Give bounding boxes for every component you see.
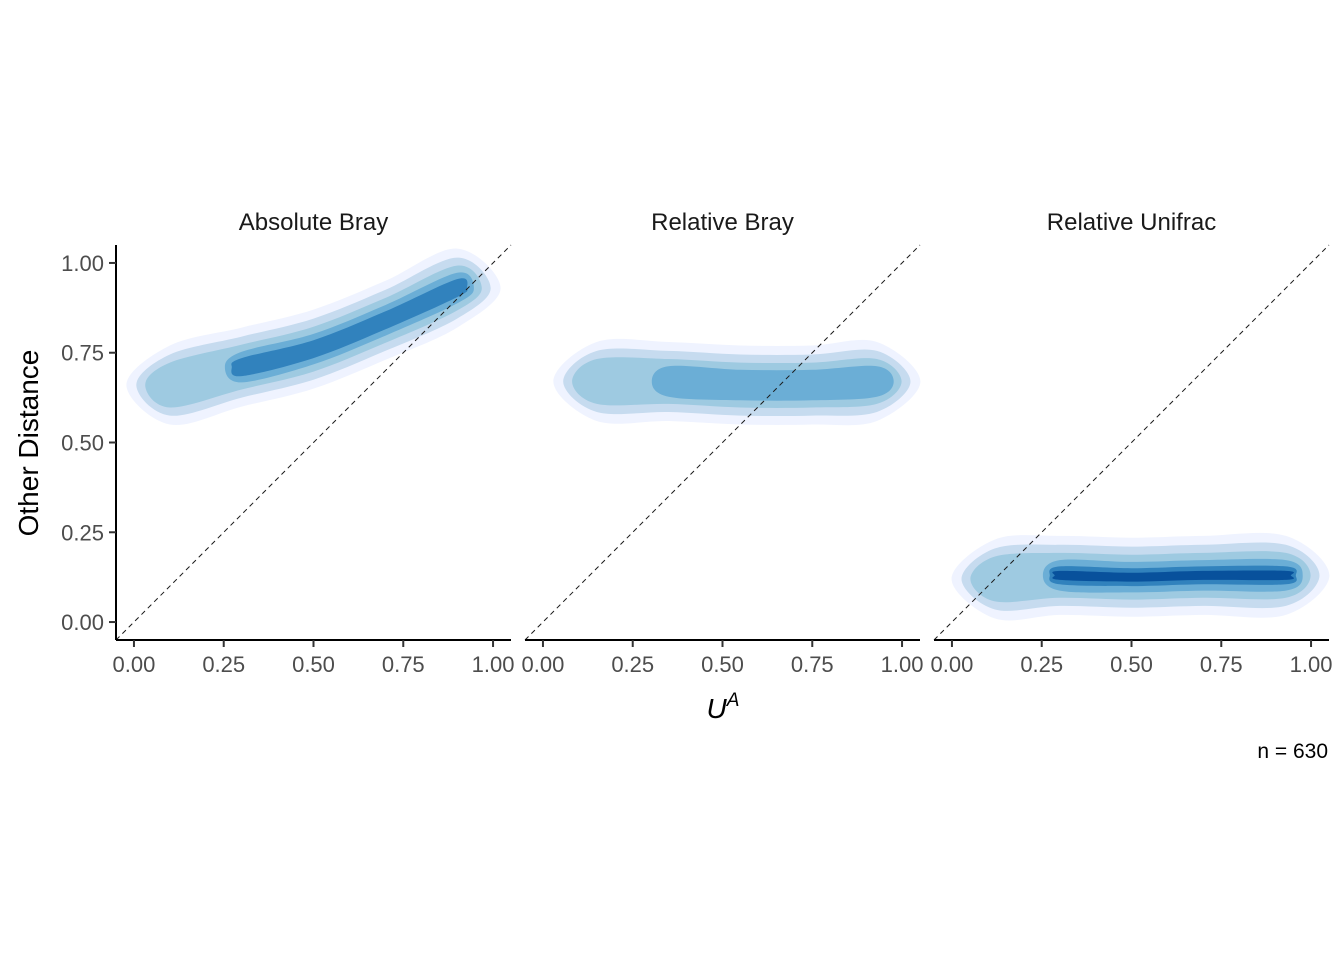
y-tick-label: 1.00 (61, 251, 104, 276)
x-tick-label: 0.50 (701, 652, 744, 677)
panel-title: Relative Bray (651, 209, 794, 236)
panels-layer: Absolute Bray 0.00 0.25 0.50 0.75 1.00 0.00 0.2… (61, 209, 1332, 677)
x-tick-label: 0.50 (292, 652, 335, 677)
x-tick-label: 0.00 (522, 652, 565, 677)
identity-line (524, 244, 921, 641)
y-tick-label: 0.25 (61, 520, 104, 545)
density-band (231, 278, 468, 377)
panel-title: Absolute Bray (239, 209, 388, 236)
x-tick-label: 1.00 (1290, 652, 1333, 677)
panel-2: Relative Bray 0.00 0.25 0.50 0.75 1.00 (522, 209, 924, 677)
density-band (651, 365, 894, 401)
y-tick-label: 0.50 (61, 431, 104, 456)
x-tick-label: 1.00 (881, 652, 924, 677)
x-axis-title-main: U (707, 693, 728, 724)
x-tick-label: 0.75 (791, 652, 834, 677)
x-axis-title-superscript: A (726, 690, 740, 711)
identity-line (115, 244, 512, 641)
x-tick-label: 0.00 (931, 652, 974, 677)
x-tick-label: 0.25 (1020, 652, 1063, 677)
y-tick-label: 0.00 (61, 610, 104, 635)
y-tick-label: 0.75 (61, 341, 104, 366)
x-tick-label: 0.75 (1200, 652, 1243, 677)
x-tick-label: 1.00 (472, 652, 515, 677)
x-tick-label: 0.25 (611, 652, 654, 677)
x-tick-label: 0.50 (1110, 652, 1153, 677)
x-axis-title: UA (707, 690, 740, 724)
identity-line (933, 244, 1330, 641)
panel-3: Relative Unifrac 0.00 0.25 0.50 0.75 1.00 (931, 209, 1333, 677)
x-tick-label: 0.25 (202, 652, 245, 677)
panel-title: Relative Unifrac (1047, 209, 1216, 236)
panel-1: Absolute Bray 0.00 0.25 0.50 0.75 1.00 0.00 0.2… (61, 209, 514, 677)
caption: n = 630 (1257, 740, 1328, 763)
y-axis-title: Other Distance (13, 350, 44, 537)
density-band (1052, 570, 1294, 582)
x-tick-label: 0.75 (382, 652, 425, 677)
x-tick-label: 0.00 (113, 652, 156, 677)
